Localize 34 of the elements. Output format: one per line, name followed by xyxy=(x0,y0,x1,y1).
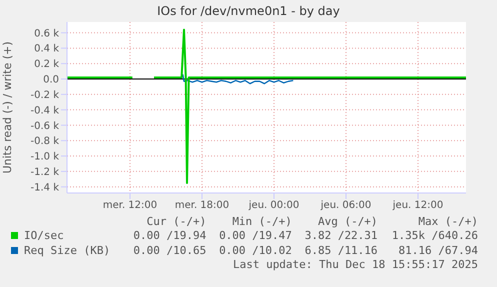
y-axis-title: Units read (-) / write (+) xyxy=(0,41,14,174)
text: Cur (-/+) xyxy=(146,215,208,228)
y-tick-label: -0.2 k xyxy=(30,90,60,101)
x-tick-label: jeu. 12:00 xyxy=(392,200,444,212)
text: 0.00 /10.02 xyxy=(218,243,293,258)
x-tick-label: jeu. 00:00 xyxy=(248,200,300,212)
text: Min (-/+) xyxy=(231,215,293,228)
x-tick-label: jeu. 06:00 xyxy=(320,200,372,212)
y-tick-label: 0.6 k xyxy=(34,28,60,40)
y-tick-label: 0.0 xyxy=(43,74,59,86)
legend-label: IO/sec xyxy=(23,228,65,243)
y-tick-label: -0.6 k xyxy=(30,120,60,132)
y-tick-label: -1.2 k xyxy=(30,166,60,178)
text: 3.82 /22.31 xyxy=(304,228,379,243)
chart-title: IOs for /dev/nvme0n1 - by day xyxy=(156,3,341,20)
legend-label: Req Size (KB) xyxy=(23,243,112,258)
text: 0.00 /10.65 xyxy=(132,243,208,258)
text: 81.16 /67.94 xyxy=(398,243,479,258)
x-tick-label: mer. 18:00 xyxy=(174,200,230,212)
x-tick-label: mer. 12:00 xyxy=(102,200,158,212)
y-tick-label: -0.4 k xyxy=(30,105,60,116)
y-tick-label: 0.4 k xyxy=(34,44,60,55)
line-series xyxy=(182,74,294,84)
text: 0.00 /19.47 xyxy=(218,228,293,243)
text: 0.00 /19.94 xyxy=(132,228,208,243)
text: Avg (-/+) xyxy=(316,215,379,228)
y-tick-label: -1.0 k xyxy=(30,152,60,163)
y-tick-label: -0.8 k xyxy=(30,136,60,148)
text: Last update: Thu Dec 18 15:55:17 2025 xyxy=(232,258,479,271)
text: 6.85 /11.16 xyxy=(304,243,379,258)
text: Max (-/+) xyxy=(417,215,479,228)
y-tick-label: -1.4 k xyxy=(30,182,60,194)
text: 1.35k /640.26 xyxy=(390,228,479,243)
y-tick-label: 0.2 k xyxy=(34,59,60,70)
